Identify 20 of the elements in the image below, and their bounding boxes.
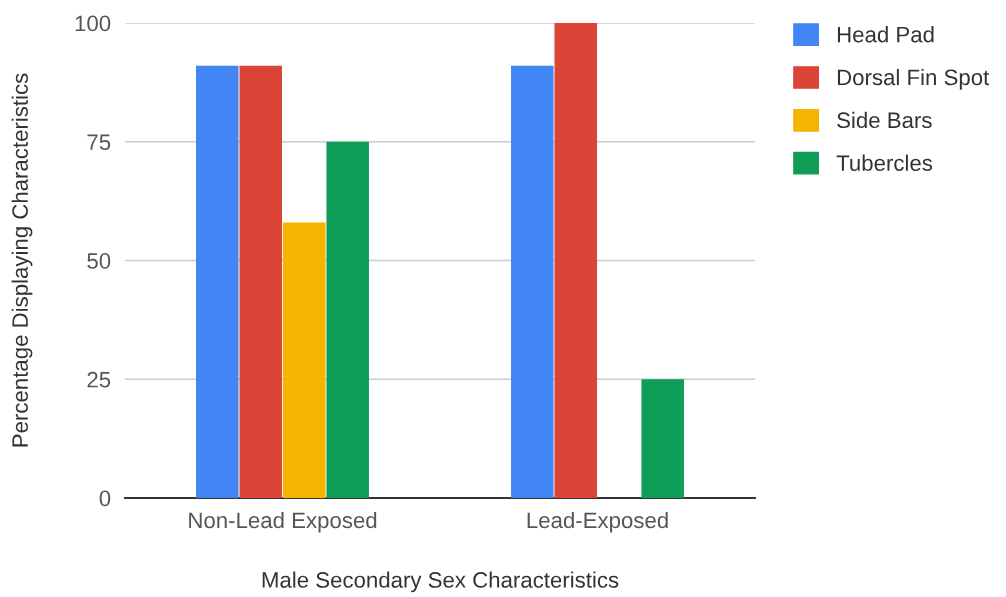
y-tick-label: 100 — [75, 15, 111, 32]
x-tick-label: Non-Lead Exposed — [189, 511, 377, 533]
legend-label: Head Pad — [837, 26, 934, 43]
bar — [239, 65, 283, 498]
bar — [641, 379, 684, 498]
bar — [196, 65, 239, 498]
bar — [326, 141, 369, 498]
legend-label: Tubercles — [836, 154, 933, 171]
legend-label: Dorsal Fin Spot — [837, 68, 990, 90]
x-axis-title: Male Secondary Sex Characteristics — [262, 571, 619, 593]
bar — [282, 222, 326, 498]
bar — [511, 65, 554, 498]
legend-label: Side Bars — [837, 111, 932, 129]
x-tick-label: Lead-Exposed — [527, 511, 668, 533]
y-axis-title: Percentage Displaying Characteristics — [11, 73, 33, 447]
bar — [554, 23, 598, 498]
y-tick-label: 25 — [87, 371, 111, 388]
y-tick-label: 50 — [87, 253, 111, 269]
y-tick-label: 0 — [99, 490, 111, 507]
y-tick-label: 75 — [87, 134, 111, 151]
